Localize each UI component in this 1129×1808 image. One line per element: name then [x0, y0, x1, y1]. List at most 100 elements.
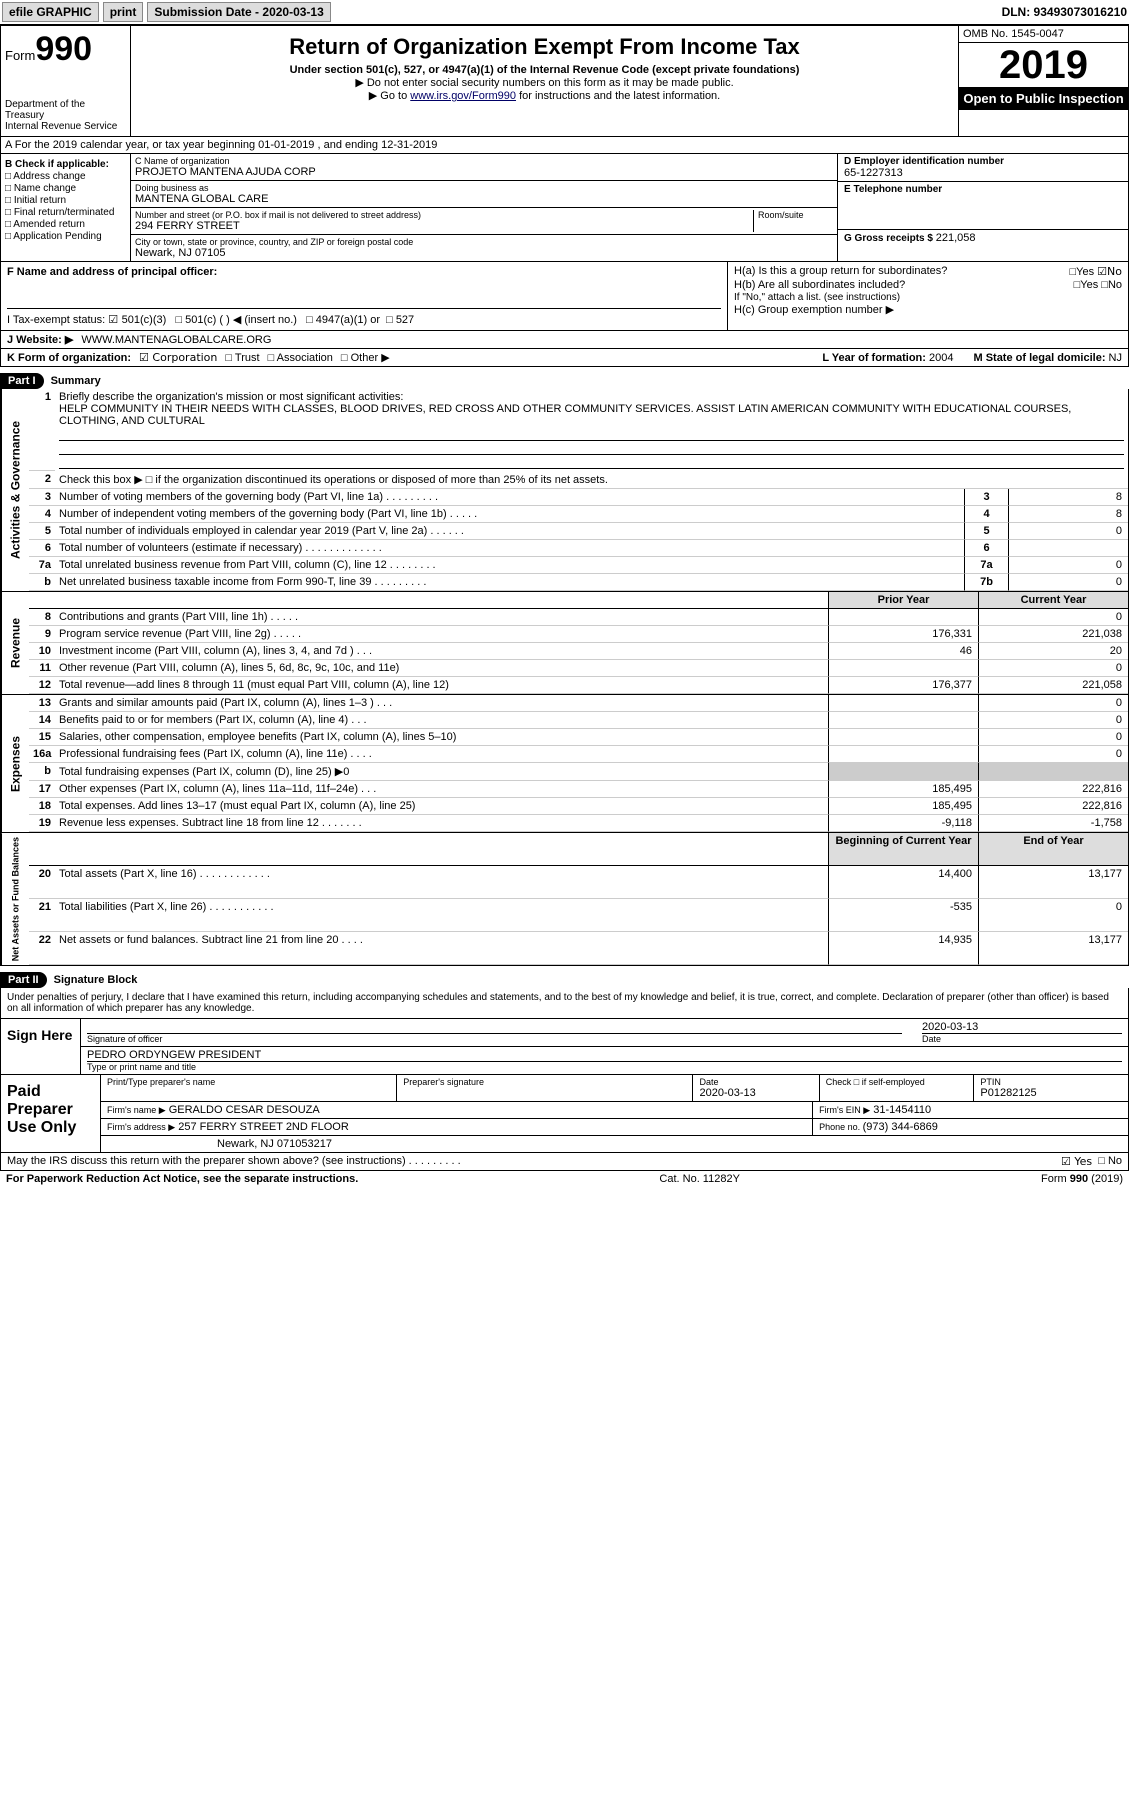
prep-chk[interactable]: Check □ if self-employed — [826, 1077, 968, 1087]
prior-year: 185,495 — [828, 781, 978, 798]
i-lbl: I Tax-exempt status: — [7, 314, 105, 326]
form-footer: Form 990 (2019) — [1041, 1173, 1123, 1185]
hb: H(b) Are all subordinates included? — [734, 279, 905, 291]
pt-name-lbl: Print/Type preparer's name — [107, 1077, 390, 1087]
discuss-no[interactable]: □ No — [1098, 1155, 1122, 1168]
subtitle-2: ▶ Do not enter social security numbers o… — [135, 76, 954, 89]
chk-app[interactable]: Application Pending — [5, 231, 126, 242]
line-desc: Net unrelated business taxable income fr… — [55, 574, 964, 591]
line-num: 5 — [29, 523, 55, 540]
subtitle-3b: for instructions and the latest informat… — [516, 90, 720, 102]
line-desc: Revenue less expenses. Subtract line 18 … — [55, 815, 828, 832]
part2-badge: Part II — [0, 972, 47, 988]
col-degh: D Employer identification number 65-1227… — [838, 154, 1128, 261]
c-dba: MANTENA GLOBAL CARE — [135, 193, 833, 205]
current-year: 222,816 — [978, 781, 1128, 798]
line-desc: Other revenue (Part VIII, column (A), li… — [55, 660, 828, 677]
form-word: Form — [5, 48, 35, 63]
signature-block: Under penalties of perjury, I declare th… — [0, 988, 1129, 1075]
form-number: 990 — [35, 30, 92, 68]
chk-addr[interactable]: Address change — [5, 171, 126, 182]
top-bar: efile GRAPHIC print Submission Date - 20… — [0, 0, 1129, 25]
line-num: 17 — [29, 781, 55, 798]
chk-501c3[interactable]: ☑ — [108, 313, 121, 326]
vlabel-na: Net Assets or Fund Balances — [1, 833, 29, 965]
line-desc: Benefits paid to or for members (Part IX… — [55, 712, 828, 729]
line-num: 2 — [29, 471, 55, 489]
current-year: 0 — [978, 746, 1128, 763]
line-val: 0 — [1008, 574, 1128, 591]
firm-addr2: Newark, NJ 071053217 — [217, 1138, 332, 1150]
line-desc: Other expenses (Part IX, column (A), lin… — [55, 781, 828, 798]
row-a: A For the 2019 calendar year, or tax yea… — [0, 137, 1129, 154]
hdr-py: Prior Year — [828, 592, 978, 609]
chk-init[interactable]: Initial return — [5, 195, 126, 206]
preparer-block: Paid Preparer Use Only Print/Type prepar… — [0, 1075, 1129, 1153]
prior-year — [828, 729, 978, 746]
line-num: 18 — [29, 798, 55, 815]
line-desc: Total assets (Part X, line 16) . . . . .… — [55, 866, 828, 899]
current-year: 0 — [978, 660, 1128, 677]
current-year: -1,758 — [978, 815, 1128, 832]
c-city: Newark, NJ 07105 — [135, 247, 833, 259]
current-year: 20 — [978, 643, 1128, 660]
discuss-yes[interactable]: ☑ Yes — [1061, 1155, 1092, 1168]
k-other[interactable]: □ Other ▶ — [341, 351, 390, 364]
line-desc: Total unrelated business revenue from Pa… — [55, 557, 964, 574]
row-kl: K Form of organization: ☑ Corporation □ … — [0, 349, 1129, 367]
m-val: NJ — [1109, 352, 1122, 364]
prior-year — [828, 712, 978, 729]
dln: DLN: 93493073016210 — [1002, 5, 1127, 19]
line-val: 8 — [1008, 489, 1128, 506]
firm-addr-lbl: Firm's address ▶ — [107, 1122, 175, 1132]
subtitle-1: Under section 501(c), 527, or 4947(a)(1)… — [135, 64, 954, 76]
ha-yes[interactable]: □Yes — [1069, 266, 1094, 278]
mission-n: 1 — [29, 389, 55, 471]
e-lbl: E Telephone number — [844, 184, 1122, 195]
sig-name: PEDRO ORDYNGEW PRESIDENT — [87, 1049, 1122, 1061]
print-button[interactable]: print — [103, 2, 144, 22]
mission-block: Activities & Governance 1 Briefly descri… — [0, 389, 1129, 592]
col-b: B Check if applicable: Address change Na… — [1, 154, 131, 261]
hb-no[interactable]: □No — [1101, 279, 1122, 291]
line-num: 20 — [29, 866, 55, 899]
vlabel-ag: Activities & Governance — [1, 389, 29, 591]
k-assoc[interactable]: □ Association — [268, 352, 333, 364]
prior-year: -9,118 — [828, 815, 978, 832]
k-trust[interactable]: □ Trust — [225, 352, 259, 364]
submission-date: Submission Date - 2020-03-13 — [147, 2, 330, 22]
j-val: WWW.MANTENAGLOBALCARE.ORG — [81, 334, 271, 346]
prior-year: 46 — [828, 643, 978, 660]
line-desc: Total revenue—add lines 8 through 11 (mu… — [55, 677, 828, 694]
chk-name[interactable]: Name change — [5, 183, 126, 194]
chk-amend[interactable]: Amended return — [5, 219, 126, 230]
row-fh: F Name and address of principal officer:… — [0, 262, 1129, 331]
part2-title: Signature Block — [54, 974, 138, 986]
current-year: 0 — [978, 899, 1128, 932]
current-year: 0 — [978, 695, 1128, 712]
ha-no[interactable]: ☑No — [1097, 265, 1122, 278]
irs-link[interactable]: www.irs.gov/Form990 — [410, 90, 516, 102]
line-desc: Investment income (Part VIII, column (A)… — [55, 643, 828, 660]
line-num: 13 — [29, 695, 55, 712]
line-num: 9 — [29, 626, 55, 643]
line-box: 6 — [964, 540, 1008, 557]
row-i: I Tax-exempt status: ☑ 501(c)(3) □ 501(c… — [7, 308, 721, 326]
line-desc: Total liabilities (Part X, line 26) . . … — [55, 899, 828, 932]
netassets-table: Net Assets or Fund Balances Beginning of… — [0, 833, 1129, 966]
line-desc: Grants and similar amounts paid (Part IX… — [55, 695, 828, 712]
chk-final[interactable]: Final return/terminated — [5, 207, 126, 218]
line-num: 22 — [29, 932, 55, 965]
current-year: 221,038 — [978, 626, 1128, 643]
dept: Department of the Treasury Internal Reve… — [5, 99, 126, 132]
hb-yes[interactable]: □Yes — [1074, 279, 1099, 291]
mission-txt: HELP COMMUNITY IN THEIR NEEDS WITH CLASS… — [59, 403, 1071, 427]
i-o4: 527 — [396, 314, 414, 326]
line-desc: Check this box ▶ □ if the organization d… — [55, 471, 1128, 489]
prep-date-lbl: Date — [699, 1077, 812, 1087]
c-city-lbl: City or town, state or province, country… — [135, 237, 833, 247]
c-street: 294 FERRY STREET — [135, 220, 753, 232]
prior-year — [828, 746, 978, 763]
k-corp[interactable]: ☑ Corporation — [139, 351, 217, 364]
prior-year — [828, 695, 978, 712]
